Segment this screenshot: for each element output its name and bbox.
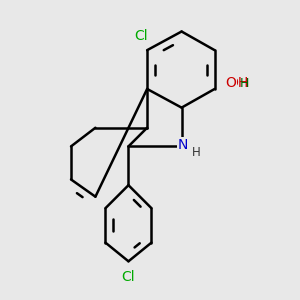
Text: Cl: Cl bbox=[122, 270, 135, 284]
Text: N: N bbox=[178, 138, 188, 152]
Text: O: O bbox=[225, 76, 236, 90]
Text: Cl: Cl bbox=[135, 29, 148, 43]
Text: OH: OH bbox=[227, 76, 248, 90]
Text: H: H bbox=[192, 146, 200, 159]
Text: H: H bbox=[240, 77, 250, 90]
